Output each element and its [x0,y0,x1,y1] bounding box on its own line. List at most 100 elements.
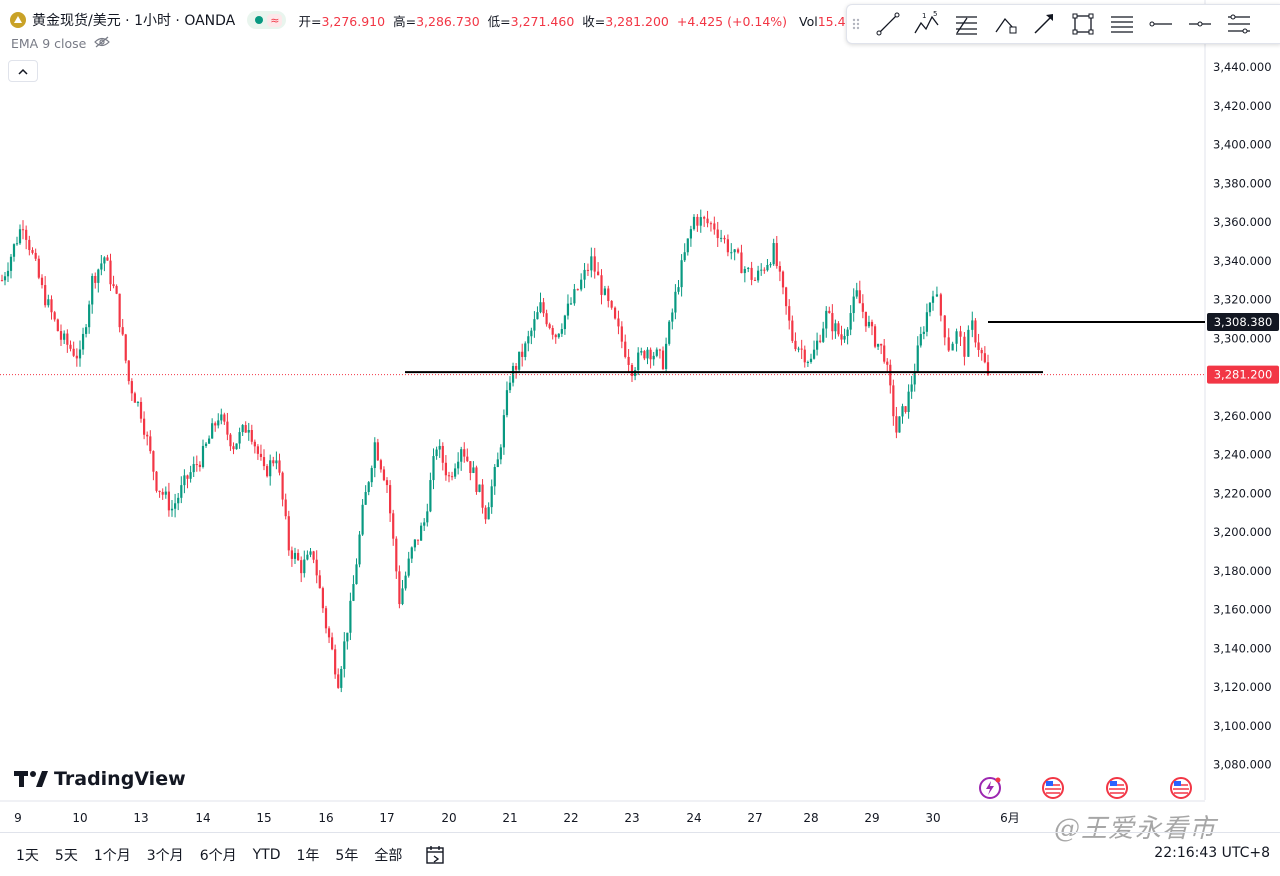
range-button[interactable]: 5天 [54,847,78,864]
candle [15,236,19,246]
trend-line-icon[interactable] [870,8,906,40]
horizontal-ray-icon[interactable] [1143,8,1179,40]
symbol-legend[interactable]: 黄金现货/美元 · 1小时 · OANDA ≈ 开=3,276.910 高=3,… [10,8,870,32]
collapse-legend-button[interactable] [8,60,38,82]
change-value: +4.425 (+0.14%) [676,13,788,29]
candle [232,442,235,455]
candle [733,249,736,261]
candle [56,318,59,332]
candle [235,443,238,450]
candle [935,286,939,298]
resistance-price-badge [1207,313,1279,332]
us-flag-event-icon[interactable] [1105,776,1129,800]
candle [85,324,88,338]
candle [569,297,573,306]
range-button[interactable]: 5年 [335,847,359,864]
horizontal-lines-icon[interactable] [1104,8,1140,40]
candle [259,444,263,461]
candle [919,326,922,348]
candle [849,305,852,336]
hidden-eye-icon[interactable] [94,36,111,51]
range-button[interactable]: YTD [252,846,281,863]
arrow-icon[interactable] [1026,8,1062,40]
us-flag-event-icon[interactable] [1041,776,1065,800]
candle [223,412,226,425]
candle [524,341,527,361]
candle [164,486,167,499]
us-flag-event-icon[interactable] [1169,776,1193,800]
candle [542,297,545,317]
price-chart[interactable]: 3,080.000 3,100.000 3,120.000 3,140.000 3,16… [0,0,1280,832]
candle [809,353,813,364]
market-status-pill[interactable]: ≈ [247,11,287,29]
candle [143,411,146,440]
candle [40,274,44,289]
range-button[interactable]: 全部 [374,847,403,864]
candle [389,480,392,522]
go-to-date-button[interactable] [422,841,450,869]
indicator-title[interactable]: EMA 9 close [11,36,87,51]
candle [244,421,247,433]
candle [318,570,321,589]
low-label: 低= [487,13,511,29]
clock-timezone[interactable]: 22:16:43 UTC+8 [1154,845,1270,861]
candle [327,626,331,644]
candle [533,311,536,338]
candle [124,333,127,364]
candle [385,477,389,494]
y-tick-label: 3,200.000 [1213,525,1272,539]
chevron-up-icon [18,68,28,75]
candle [346,632,349,650]
symbol-title[interactable]: 黄金现货/美元 · 1小时 · OANDA [32,13,236,29]
candle [130,378,133,401]
candle [736,247,740,254]
candle [217,413,220,429]
range-button[interactable]: 3个月 [146,847,184,864]
candle [469,461,472,481]
candle [643,349,646,361]
lightning-event-icon[interactable] [978,776,1002,800]
candle [895,406,898,439]
candle [293,547,297,565]
candle [447,471,451,483]
range-button[interactable]: 1年 [296,847,320,864]
range-button[interactable]: 1个月 [93,847,131,864]
open-value: 3,276.910 [321,13,386,29]
candle [499,444,502,465]
candle [831,304,834,340]
x-tick-label: 20 [441,811,456,825]
horizontal-line-icon[interactable] [1182,8,1218,40]
parallel-channel-icon[interactable] [1221,8,1257,40]
candle [269,454,272,486]
range-button[interactable]: 1天 [16,847,39,864]
range-button[interactable]: 6个月 [199,847,237,864]
candle [457,452,460,475]
candle [791,315,794,344]
candle [352,575,355,602]
candle [315,550,318,584]
candles [0,209,990,693]
rectangle-icon[interactable] [1065,8,1101,40]
candle [557,333,560,339]
candle [493,464,496,495]
candle [646,347,649,365]
candle [407,551,410,578]
drag-grip-icon[interactable] [851,13,867,35]
drawn-lines[interactable] [405,321,1205,374]
path-icon[interactable] [987,8,1023,40]
candle [490,479,493,514]
candle [382,466,386,482]
candle [837,321,840,337]
candle [121,318,124,336]
candle [655,347,658,358]
fib-retracement-icon[interactable] [948,8,984,40]
candle [730,243,733,260]
candle [170,499,174,517]
candle [607,285,610,308]
candle [155,471,158,493]
tradingview-logo[interactable]: TradingView [14,768,186,790]
candle [241,424,244,436]
indicator-legend[interactable]: EMA 9 close [11,36,111,51]
